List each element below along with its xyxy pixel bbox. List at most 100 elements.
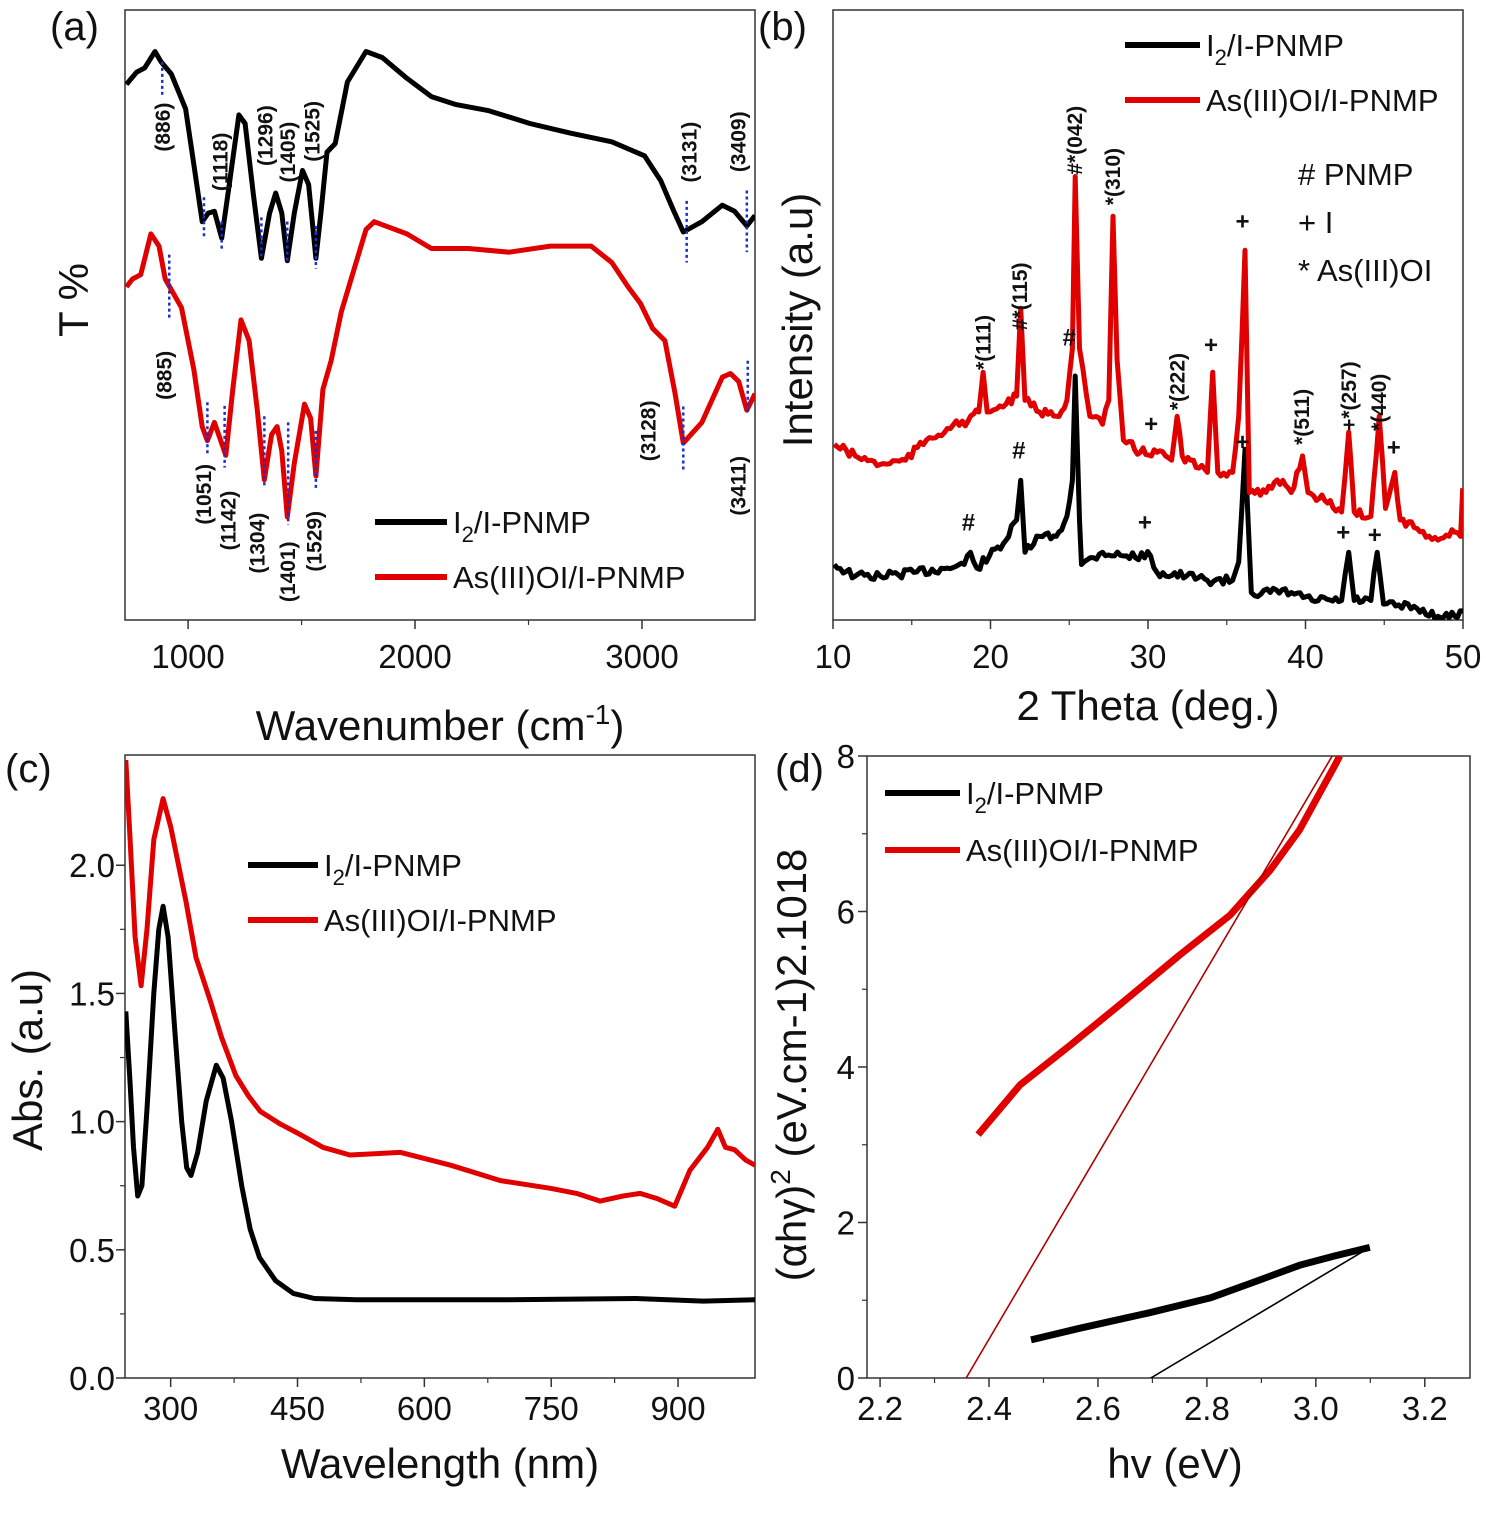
panel-label: (c) [5,747,52,791]
legend-label: I2/I-PNMP [966,776,1104,818]
x-axis-title-text: Wavenumber (cm [256,702,586,749]
x-tick-label: 40 [1287,638,1324,675]
y-tick-label: 0.5 [69,1232,115,1269]
legend-label: I2/I-PNMP [453,505,591,547]
y-tick-label: 1.0 [69,1104,115,1141]
x-axis-title-end: ) [610,702,624,749]
x-axis-title: Wavelength (nm) [281,1440,599,1487]
x-axis-title: Wavenumber (cm-1) [256,699,625,749]
y-axis-title: (αhγ)2 (eV.cm-1)2.1018 [765,849,815,1282]
phase-marker: + [1336,520,1350,547]
x-axis-title: hv (eV) [1107,1440,1242,1487]
x-tick-label: 600 [397,1390,452,1427]
x-axis-title-text: Wavelength (nm) [281,1440,599,1487]
phase-key-entry: * As(III)OI [1298,253,1432,288]
plot-area [125,49,755,525]
phase-key-entry: # PNMP [1298,157,1413,192]
peak-annotation: (1529) [304,511,327,572]
phase-marker: + [1144,411,1158,438]
phase-marker: + [1235,209,1249,236]
legend: I2/I-PNMP As(III)OI/I-PNMP [248,848,557,938]
x-axis-title: 2 Theta (deg.) [1016,682,1279,729]
y-tick-label: 4 [837,1049,855,1086]
peak-annotation: (1525) [302,101,325,162]
panel-b: (b) 10 20 30 40 50 2 Theta (deg.) Intensity (a.… [758,5,1481,729]
phase-marker: + [1368,522,1382,549]
plot-area [833,174,1463,620]
legend-label: As(III)OI/I-PNMP [324,903,557,938]
x-tick-label: 2.4 [966,1390,1012,1427]
y-axis-title-end: (eV.cm-1)2.1018 [768,849,815,1170]
y-tick-label: 6 [837,894,855,931]
x-tick-label: 3.0 [1293,1390,1339,1427]
x-tick-label: 2.8 [1184,1390,1230,1427]
series-line-i2-pnmp [125,903,755,1304]
phase-marker: + [1235,429,1249,456]
plot-area [965,756,1371,1378]
x-tick-label: 2.2 [857,1390,903,1427]
x-tick-label: 50 [1445,638,1482,675]
y-axis-title: T % [50,263,97,337]
phase-marker: + [1387,434,1401,461]
phase-marker: + [1204,332,1218,359]
x-tick-label: 2.6 [1075,1390,1121,1427]
peak-annotation: (1405) [277,122,300,183]
x-tick-label: 1000 [151,638,224,675]
panel-c: (c) 300 450 600 750 900 0.0 0.5 1.0 1.5 2.0 Wavelen… [4,747,756,1487]
legend: I2/I-PNMP As(III)OI/I-PNMP [885,776,1199,868]
peak-annotation: #*(042) [1064,106,1087,175]
peak-annotation: *(111) [973,315,996,370]
x-tick-label: 2000 [378,638,451,675]
panel-label: (b) [758,5,807,49]
y-axis-title: Abs. (a.u) [4,969,51,1151]
x-axis-title-text: 2 Theta (deg.) [1016,682,1279,729]
peak-annotation: (1401) [277,541,300,602]
x-tick-label: 750 [524,1390,579,1427]
phase-marker: # [962,509,975,536]
series-line-asoi-pnmp [125,759,755,1209]
series-line-asoi-pnmp [833,174,1463,543]
y-axis-title: Intensity (a.u) [774,193,821,447]
peak-annotation: *(310) [1102,148,1125,205]
phase-key-entry: + I [1298,205,1333,240]
peak-annotation: (886) [152,103,175,152]
panel-label: (a) [50,5,99,49]
y-tick-label: 0 [837,1360,855,1397]
peak-annotation: *(440) [1368,374,1391,431]
y-axis-title-text: Abs. (a.u) [4,969,51,1151]
x-axis-title-text: hv (eV) [1107,1440,1242,1487]
peak-annotation: (1051) [193,464,216,525]
legend-label: As(III)OI/I-PNMP [453,560,686,595]
peak-annotation: (3128) [638,401,661,462]
y-axis-title-text: Intensity (a.u) [774,193,821,447]
peak-annotation: *(222) [1166,353,1189,410]
x-tick-label: 3000 [605,638,678,675]
series-line-i2-pnmp [833,373,1463,620]
tangent-fit-line [1150,1246,1371,1378]
y-tick-label: 2 [837,1205,855,1242]
legend-label: As(III)OI/I-PNMP [966,833,1199,868]
peak-annotation: (1142) [218,491,241,551]
peak-annotation: #*(115) [1009,263,1032,331]
x-tick-label: 30 [1130,638,1167,675]
peak-annotation: *(511) [1291,389,1314,445]
x-axis-title-sup: -1 [585,699,610,730]
y-tick-label: 8 [837,738,855,775]
peak-annotation: (1296) [254,105,277,166]
panel-a: (a) 1000 2000 3000 Wavenumber (cm-1) T % (886)… [50,5,756,749]
x-tick-label: 300 [143,1390,198,1427]
y-axis-title-text: T % [50,263,97,337]
peak-annotation: (3131) [679,122,702,183]
tangent-fit-line [965,756,1333,1378]
series-line-i2-pnmp [125,49,755,264]
y-tick-label: 1.5 [69,975,115,1012]
x-tick-label: 3.2 [1402,1390,1448,1427]
legend: I2/I-PNMP As(III)OI/I-PNMP # PNMP + I * As(I… [1125,28,1439,288]
panel-label: (d) [775,747,824,791]
y-tick-label: 2.0 [69,847,115,884]
x-tick-label: 450 [270,1390,325,1427]
peak-annotation: (1304) [246,513,269,574]
phase-marker: # [1012,437,1025,464]
series-line-asoi-pnmp [125,219,755,520]
